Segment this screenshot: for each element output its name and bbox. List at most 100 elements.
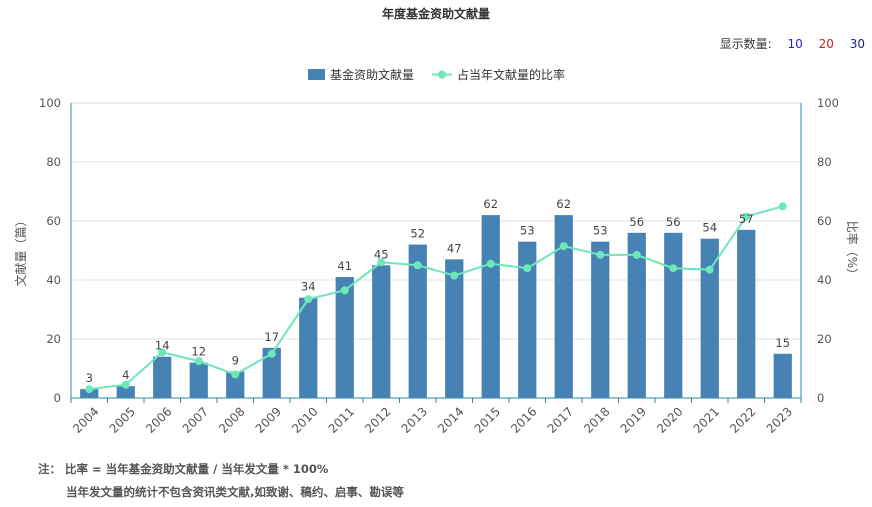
ratio-point (523, 264, 532, 273)
bar (481, 215, 500, 398)
x-tick-label: 2007 (180, 404, 211, 435)
ratio-point (778, 202, 787, 211)
chart-legend: 基金资助文献量 占当年文献量的比率 (308, 67, 565, 82)
bar-value-label: 4 (122, 368, 129, 382)
ratio-point (450, 271, 459, 280)
bar (700, 238, 719, 398)
bar-value-label: 56 (666, 215, 681, 229)
ratio-point (669, 264, 678, 273)
ratio-point (413, 261, 422, 270)
bar (554, 215, 573, 398)
bar-value-label: 57 (739, 212, 754, 226)
ratio-point (486, 259, 495, 268)
ratio-point (194, 357, 203, 366)
display-count-option-30[interactable]: 30 (849, 37, 865, 51)
x-tick-label: 2012 (362, 404, 393, 435)
ratio-point (231, 370, 240, 379)
bar-value-label: 9 (232, 353, 239, 367)
x-tick-label: 2004 (70, 404, 101, 435)
bar-value-label: 41 (337, 259, 352, 273)
bar-value-label: 56 (629, 215, 644, 229)
bar (299, 297, 318, 398)
bar (445, 259, 464, 398)
y-left-tick-label: 0 (54, 391, 61, 405)
x-tick-label: 2021 (691, 404, 722, 435)
chart-title: 年度基金资助文献量 (381, 7, 490, 21)
footnote-line-2: 当年发文量的统计不包含资讯类文献,如致谢、稿约、启事、勘误等 (66, 485, 404, 499)
y-left-tick-label: 20 (46, 332, 61, 346)
x-tick-label: 2020 (654, 404, 685, 435)
legend-line-marker[interactable] (438, 70, 446, 79)
bar (773, 353, 792, 398)
bar (737, 229, 756, 398)
x-tick-label: 2017 (545, 404, 576, 435)
bar-value-label: 17 (264, 330, 279, 344)
display-count-selector: 显示数量: 10 20 30 (720, 35, 865, 52)
bar-value-label: 54 (702, 221, 717, 235)
bar (518, 241, 537, 398)
bar-value-label: 15 (775, 336, 790, 350)
bar-value-label: 53 (593, 224, 608, 238)
ratio-point (340, 286, 349, 295)
x-tick-label: 2009 (253, 404, 284, 435)
y-right-tick-label: 80 (817, 155, 832, 169)
x-tick-label: 2014 (435, 404, 466, 435)
y-left-axis-title: 文献量（篇） (13, 214, 28, 286)
ratio-point (121, 380, 130, 389)
x-tick-label: 2016 (508, 404, 539, 435)
bar-value-label: 12 (191, 345, 206, 359)
bar (372, 265, 391, 398)
x-tick-label: 2015 (472, 404, 503, 435)
bar (226, 371, 245, 398)
bar (80, 389, 99, 398)
y-right-tick-label: 60 (817, 214, 832, 228)
x-tick-label: 2019 (618, 404, 649, 435)
bar (153, 356, 172, 398)
x-tick-label: 2023 (764, 404, 795, 435)
x-tick-label: 2018 (581, 404, 612, 435)
display-count-option-20[interactable]: 20 (818, 37, 834, 51)
x-tick-label: 2011 (326, 404, 357, 435)
ratio-point (705, 265, 714, 274)
ratio-point (158, 348, 167, 357)
legend-line-label[interactable]: 占当年文献量的比率 (457, 67, 565, 82)
bar-value-label: 62 (483, 197, 498, 211)
bar (335, 277, 354, 398)
bar-value-label: 53 (520, 224, 535, 238)
y-right-tick-label: 100 (817, 96, 839, 110)
bar (262, 347, 281, 398)
bar-value-label: 47 (447, 241, 462, 255)
ratio-point (632, 250, 641, 259)
ratio-point (377, 258, 386, 267)
bar (408, 244, 427, 398)
bar (664, 232, 683, 398)
y-left-tick-label: 80 (46, 155, 61, 169)
x-tick-label: 2013 (399, 404, 430, 435)
x-tick-label: 2010 (289, 404, 320, 435)
bar (189, 362, 208, 398)
bar (116, 386, 135, 398)
ratio-point (596, 250, 605, 259)
bar-value-label: 52 (410, 227, 425, 241)
y-left-tick-label: 60 (46, 214, 61, 228)
y-right-axis-title: 比率（%） (845, 221, 860, 280)
legend-bar-label[interactable]: 基金资助文献量 (330, 67, 414, 82)
bar-value-label: 62 (556, 197, 571, 211)
bar-value-label: 45 (374, 247, 389, 261)
x-tick-label: 2008 (216, 404, 247, 435)
ratio-point (267, 349, 276, 358)
y-right-tick-label: 20 (817, 332, 832, 346)
y-left-tick-label: 100 (39, 96, 61, 110)
bar-value-label: 34 (301, 280, 316, 294)
y-right-tick-label: 40 (817, 273, 832, 287)
footnote-line-1: 注： 比率 = 当年基金资助文献量 / 当年发文量 * 100% (38, 462, 329, 476)
bar (591, 241, 610, 398)
ratio-point (304, 295, 313, 304)
footnote: 注： 比率 = 当年基金资助文献量 / 当年发文量 * 100% 当年发文量的统… (38, 458, 404, 504)
ratio-point (85, 385, 94, 394)
display-count-option-10[interactable]: 10 (787, 37, 803, 51)
ratio-point (742, 212, 751, 221)
legend-bar-swatch[interactable] (308, 69, 325, 80)
